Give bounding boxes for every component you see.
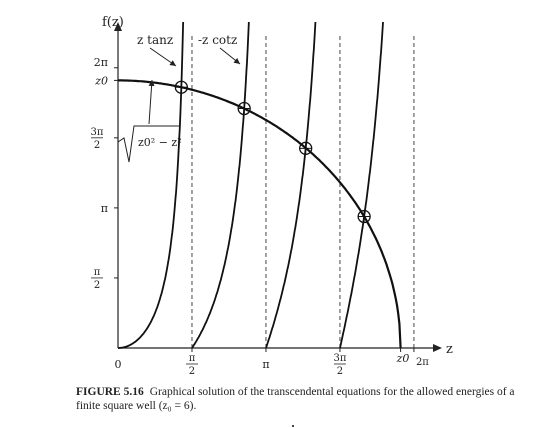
y-tick-label-3: z0 <box>94 74 108 87</box>
x-tick-label-3-numerator: 3π <box>333 353 346 364</box>
x-axis-arrow <box>433 344 442 352</box>
x-tick-label-1-numerator: π <box>189 353 196 364</box>
curve-tan-branch-0 <box>118 22 185 349</box>
tan-series-label: z tanz <box>137 33 173 47</box>
cot-label-arrow <box>219 47 241 65</box>
y-tick-label-0: π2 <box>91 267 103 291</box>
x-axis-title: z <box>446 342 453 357</box>
x-tick-label-3: 3π2 <box>333 353 346 377</box>
figure-number: FIGURE 5.16 <box>76 386 144 398</box>
y-tick-label-1: π <box>101 202 108 215</box>
tan-label-arrow <box>149 47 177 67</box>
caption-text: Graphical solution of the transcendental… <box>76 386 515 412</box>
sqrt-label-arrow <box>148 79 155 125</box>
curve-sqrt-branch-0 <box>118 79 402 349</box>
y-axis-arrow <box>114 22 122 31</box>
curve-cot-branch-1 <box>339 22 384 349</box>
sqrt-series-label: z0² − z² <box>138 136 182 149</box>
y-tick-label-2: 3π2 <box>91 127 104 151</box>
figure-caption: FIGURE 5.16 Graphical solution of the tra… <box>76 385 516 413</box>
x-tick-label-1: π2 <box>185 353 198 377</box>
curve-tan-branch-1 <box>265 22 317 349</box>
x-tick-label-1-denominator: 2 <box>189 366 195 377</box>
stray-dot <box>292 425 294 427</box>
x-tick-label-3-denominator: 2 <box>337 366 343 377</box>
y-tick-label-0-denominator: 2 <box>94 280 100 291</box>
curve-cot-branch-0 <box>191 22 250 349</box>
x-tick-label-2pi: 2π <box>416 357 429 368</box>
y-tick-label-2-denominator: 2 <box>94 140 100 151</box>
x-tick-label-2: π <box>262 358 269 371</box>
y-tick-label-4: 2π <box>94 56 108 69</box>
y-tick-label-2-numerator: 3π <box>91 127 104 138</box>
y-tick-label-0-numerator: π <box>94 267 101 278</box>
y-axis-title: f(z) <box>102 15 124 30</box>
x-tick-label-0: 0 <box>115 358 122 371</box>
x-tick-label-z0: z0 <box>396 352 410 365</box>
cot-series-label: -z cotz <box>198 33 237 47</box>
sqrt-radical-sign <box>117 125 180 163</box>
